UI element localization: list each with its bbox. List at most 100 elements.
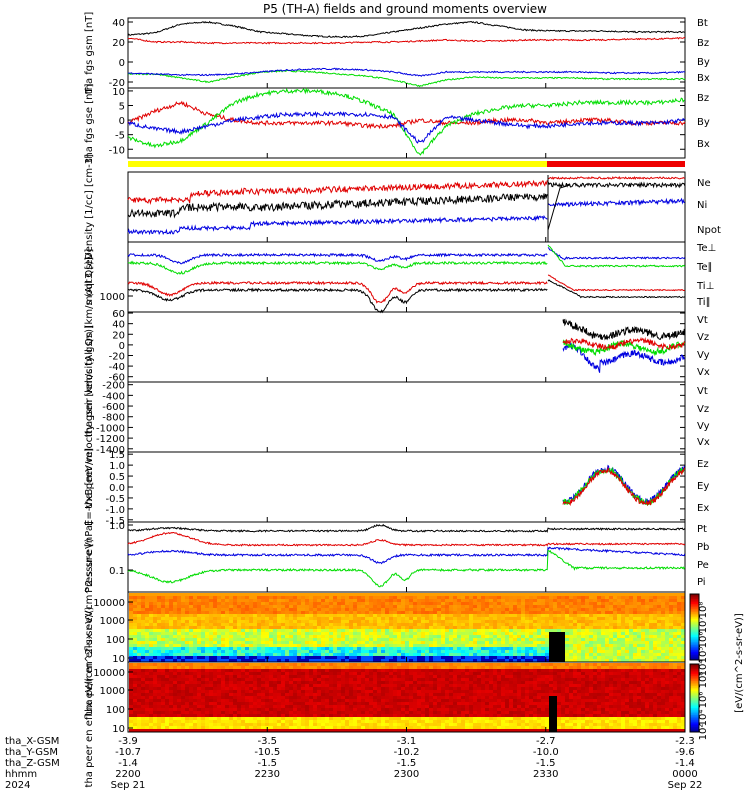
panel-temperature: moqt3 [eV] 1000 (84, 241, 686, 314)
colorbar-cell (690, 675, 699, 679)
y-tick-label: -20 (109, 78, 125, 89)
colorbar-cell (690, 640, 699, 643)
series-Pb (127, 531, 686, 547)
colorbar-cell (690, 718, 699, 721)
colorbar-cell (690, 598, 699, 602)
colorbar-cell (690, 612, 699, 615)
colorbar-cell (690, 655, 699, 658)
density-step (547, 175, 571, 242)
colorbar-tick: 10⁵ (698, 647, 709, 664)
series-Ti-par-b (547, 244, 686, 268)
legend-Ey: Ey (697, 481, 709, 492)
colorbar-frame (689, 663, 700, 733)
colorbar-cell (690, 636, 699, 640)
colorbar-tick: 10⁸ (698, 672, 709, 689)
legend-Pt: Pt (697, 524, 707, 535)
colorbar-cell (690, 694, 699, 697)
y-tick-label: 10 (112, 724, 125, 735)
legend-Bx: Bx (697, 139, 710, 150)
colorbar-frame (689, 593, 700, 661)
y-tick-label: 0.0 (109, 483, 125, 494)
y-tick-label: -40 (109, 362, 125, 373)
colorbar-cell (690, 682, 699, 685)
mode-bar (128, 161, 685, 167)
colorbar-cell (690, 709, 699, 713)
panel-ylabel: E=-VxB [mV/m] (84, 448, 95, 526)
colorbar-tick: 10⁶ (698, 692, 709, 709)
legend-Bx: Bx (697, 73, 710, 84)
colorbar-cell (690, 715, 699, 718)
panel-legends: Bt Bz By Bx Bz By Bx Ne Ni Npot Te⊥ Te∥ Ti⊥ Ti∥ Vt Vz Vy… (696, 18, 721, 588)
series-Bz (127, 36, 686, 45)
x-row-value: -10.7 (115, 747, 141, 758)
colorbar-cell (690, 607, 699, 610)
colorbar-cell (690, 689, 699, 692)
legend-Ez: Ez (697, 459, 709, 470)
legend-Pe: Pe (697, 560, 709, 571)
legend-Vt: Vt (697, 315, 708, 326)
panel-ylabel: tha peir velocity gsm [km/s (All Qs)] (84, 257, 95, 438)
colorbar-cell (690, 708, 699, 711)
colorbar-cell (690, 730, 699, 733)
legend-Vt: Vt (697, 386, 708, 397)
colorbar-cell (690, 645, 699, 648)
colorbar-cell (690, 658, 699, 661)
colorbar-cell (690, 608, 699, 611)
legend-Ex: Ex (697, 503, 709, 514)
colorbar-cell (690, 656, 699, 659)
colorbar-label: [eV/(cm^2-s-sr-eV)] (734, 613, 745, 713)
series-Te-perp (127, 252, 548, 265)
colorbar-cell (690, 635, 699, 638)
colorbar-cell (690, 633, 699, 636)
colorbar-cell (690, 669, 699, 672)
series-Pt (127, 523, 686, 533)
series-Bx (128, 67, 686, 77)
y-tick-label: -1400 (96, 445, 125, 456)
colorbar-cell (690, 665, 699, 668)
panel-density: Density [1/cc] [cm-3] (84, 154, 686, 260)
y-tick-label: -400 (102, 391, 125, 402)
colorbar-tick: 10⁶ (698, 632, 709, 649)
panel-fgs_gse_mag: tha fgs gse [nT] 10 5 0 -5 -10 (84, 83, 686, 162)
panel-ylabel: moqt3 [eV] (84, 249, 95, 306)
colorbar-cell (690, 686, 699, 689)
colorbar-cell (690, 622, 699, 625)
colorbar-cell (690, 631, 699, 635)
x-row-value: -10.0 (533, 747, 559, 758)
y-tick-label: 60 (112, 309, 125, 320)
x-row-value: 2230 (255, 769, 280, 780)
x-row-label: tha_X-GSM (5, 736, 59, 747)
colorbar-cell (690, 641, 699, 644)
colorbar-cell (690, 605, 699, 608)
legend-Te∥: Te∥ (696, 262, 713, 273)
colorbar-cell (690, 684, 699, 687)
y-tick-label: 1.5 (109, 450, 125, 461)
series-Bx (127, 111, 686, 144)
y-tick-label: -60 (109, 373, 125, 384)
y-tick-label: 1000 (100, 292, 125, 303)
colorbar-cell (690, 681, 699, 684)
colorbar-cell (690, 664, 699, 667)
colorbar-cell (690, 670, 699, 673)
colorbar-cell (690, 623, 699, 626)
panel-ylabel: tha fgs gsm [nT] (84, 12, 95, 95)
series-Pi (127, 546, 686, 565)
legend-Pi: Pi (697, 577, 706, 588)
series-Vz (562, 336, 686, 351)
series-Ez (562, 466, 686, 507)
colorbar-cell (690, 677, 699, 680)
colorbar-cell (690, 720, 699, 723)
y-tick-label: 1.0 (109, 461, 125, 472)
colorbar-tick: 10² (698, 724, 709, 741)
panel-fgs_gsm_mag: tha fgs gsm [nT] 40 20 0 -20 (84, 12, 686, 95)
y-tick-label: 40 (112, 320, 125, 331)
x-row-value: -2.7 (536, 736, 556, 747)
colorbar-cell (690, 638, 699, 641)
panel-peer_velocity: tha peer velocity gsm [km/s (All Qs)] -20… (84, 325, 686, 509)
panel-ylabel: tha peir en eflux eV/(cm^2-s-sr-eV) (84, 538, 95, 716)
legend-By: By (697, 117, 710, 128)
y-tick-label: 10 (112, 654, 125, 665)
x-row-value: -10.2 (394, 747, 420, 758)
legend-By: By (697, 57, 710, 68)
